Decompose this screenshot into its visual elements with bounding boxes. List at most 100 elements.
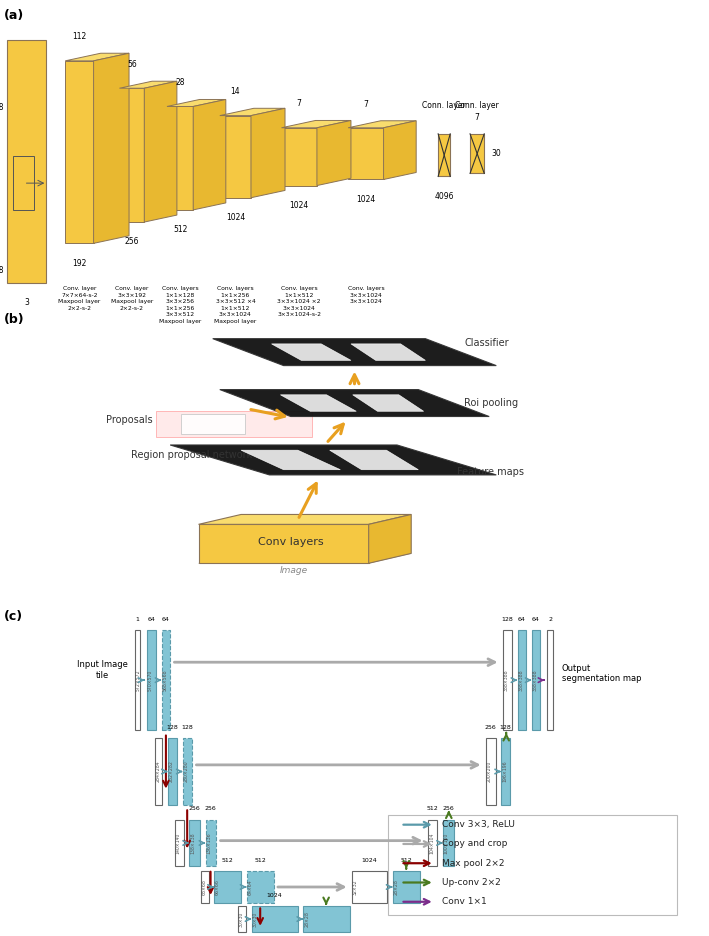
Text: Copy and crop: Copy and crop: [442, 840, 507, 848]
Text: Conv layers: Conv layers: [258, 537, 323, 548]
Text: Conv. layer
7×7×64-s-2
Maxpool layer
2×2-s-2: Conv. layer 7×7×64-s-2 Maxpool layer 2×2…: [58, 285, 101, 311]
Text: 64×64: 64×64: [247, 879, 252, 895]
Polygon shape: [220, 109, 285, 115]
Text: Conn. layer: Conn. layer: [455, 100, 499, 110]
Polygon shape: [281, 127, 317, 185]
Polygon shape: [119, 81, 177, 88]
Text: 32×32: 32×32: [352, 879, 357, 895]
Polygon shape: [183, 739, 192, 805]
Text: 388×388: 388×388: [518, 669, 523, 691]
Text: 192: 192: [72, 258, 86, 268]
Polygon shape: [352, 871, 387, 902]
Text: 572×572: 572×572: [135, 669, 140, 691]
Text: 512: 512: [427, 807, 438, 812]
Polygon shape: [168, 739, 177, 805]
Text: 284×284: 284×284: [155, 761, 160, 782]
Text: 128: 128: [182, 725, 193, 730]
Polygon shape: [486, 739, 496, 805]
Text: 64: 64: [532, 617, 540, 622]
Text: 3: 3: [24, 298, 29, 307]
Polygon shape: [181, 415, 245, 433]
Text: 1024: 1024: [356, 195, 376, 204]
Text: 1024: 1024: [289, 200, 309, 210]
Polygon shape: [470, 134, 484, 173]
Text: Image: Image: [280, 566, 308, 576]
Text: (b): (b): [4, 314, 24, 326]
Text: 280×280: 280×280: [184, 761, 189, 782]
Polygon shape: [438, 134, 450, 176]
Polygon shape: [206, 820, 216, 866]
Text: 128: 128: [500, 725, 511, 730]
Polygon shape: [201, 871, 209, 902]
Text: 1024: 1024: [362, 858, 377, 863]
Polygon shape: [167, 107, 193, 210]
Text: 30×30: 30×30: [252, 912, 257, 927]
Polygon shape: [167, 99, 225, 107]
Polygon shape: [547, 630, 553, 730]
Text: 512: 512: [255, 858, 266, 863]
Polygon shape: [353, 395, 424, 411]
Polygon shape: [147, 630, 156, 730]
Polygon shape: [155, 739, 162, 805]
Polygon shape: [303, 906, 350, 932]
Polygon shape: [503, 630, 512, 730]
Polygon shape: [193, 99, 225, 210]
Polygon shape: [189, 820, 200, 866]
Text: 196×196: 196×196: [502, 761, 507, 782]
Text: Classifier: Classifier: [464, 338, 509, 348]
Polygon shape: [532, 630, 540, 730]
Text: 256: 256: [442, 807, 454, 812]
Text: Input Image
tile: Input Image tile: [77, 661, 128, 680]
Polygon shape: [428, 820, 437, 866]
Text: 128: 128: [167, 725, 178, 730]
Polygon shape: [220, 115, 251, 197]
Text: (c): (c): [4, 610, 23, 623]
Polygon shape: [7, 39, 46, 283]
Text: 100×100: 100×100: [444, 832, 449, 854]
Polygon shape: [214, 871, 241, 902]
Text: 56: 56: [127, 60, 137, 69]
Text: 256: 256: [189, 807, 200, 812]
Polygon shape: [119, 88, 145, 222]
Text: Conv. layers
1×1×128
3×3×256
1×1×256
3×3×512
Maxpool layer: Conv. layers 1×1×128 3×3×256 1×1×256 3×3…: [159, 285, 201, 324]
Text: 7: 7: [475, 112, 479, 122]
Polygon shape: [220, 389, 489, 417]
Polygon shape: [241, 450, 340, 470]
Text: (a): (a): [4, 9, 24, 22]
Text: 256: 256: [485, 725, 496, 730]
Text: 2: 2: [548, 617, 552, 622]
Text: 128: 128: [502, 617, 513, 622]
Polygon shape: [252, 906, 298, 932]
Text: 64: 64: [518, 617, 526, 622]
Polygon shape: [238, 906, 246, 932]
Polygon shape: [317, 121, 351, 185]
Text: Roi pooling: Roi pooling: [464, 398, 518, 408]
Text: 1024: 1024: [225, 212, 245, 222]
Polygon shape: [281, 121, 351, 127]
Polygon shape: [348, 121, 416, 127]
Polygon shape: [501, 739, 510, 805]
Text: 512: 512: [173, 225, 187, 234]
Text: 256: 256: [205, 807, 216, 812]
Polygon shape: [65, 61, 94, 243]
Text: Region proposal network: Region proposal network: [131, 450, 252, 461]
Polygon shape: [170, 445, 496, 475]
Text: 30×30: 30×30: [238, 912, 243, 927]
Text: Conv 1×1: Conv 1×1: [442, 898, 486, 906]
Text: 1: 1: [135, 617, 140, 622]
Text: 570×570: 570×570: [148, 669, 153, 691]
Text: 388×388: 388×388: [532, 669, 537, 691]
Text: Feature maps: Feature maps: [457, 467, 524, 477]
Text: Conv. layers
3×3×1024
3×3×1024: Conv. layers 3×3×1024 3×3×1024: [347, 285, 384, 304]
Polygon shape: [393, 871, 420, 902]
Text: 14: 14: [230, 87, 240, 96]
Polygon shape: [135, 630, 140, 730]
Text: 256: 256: [125, 237, 139, 246]
Text: Conv. layers
1×1×256
3×3×512 ×4
1×1×512
3×3×1024
Maxpool layer: Conv. layers 1×1×256 3×3×512 ×4 1×1×512 …: [214, 285, 257, 324]
Text: 282×282: 282×282: [169, 761, 174, 782]
Text: 448: 448: [0, 103, 4, 112]
Text: 448: 448: [0, 266, 4, 275]
Polygon shape: [156, 411, 312, 437]
Text: 388×388: 388×388: [504, 669, 509, 691]
Polygon shape: [330, 450, 418, 470]
